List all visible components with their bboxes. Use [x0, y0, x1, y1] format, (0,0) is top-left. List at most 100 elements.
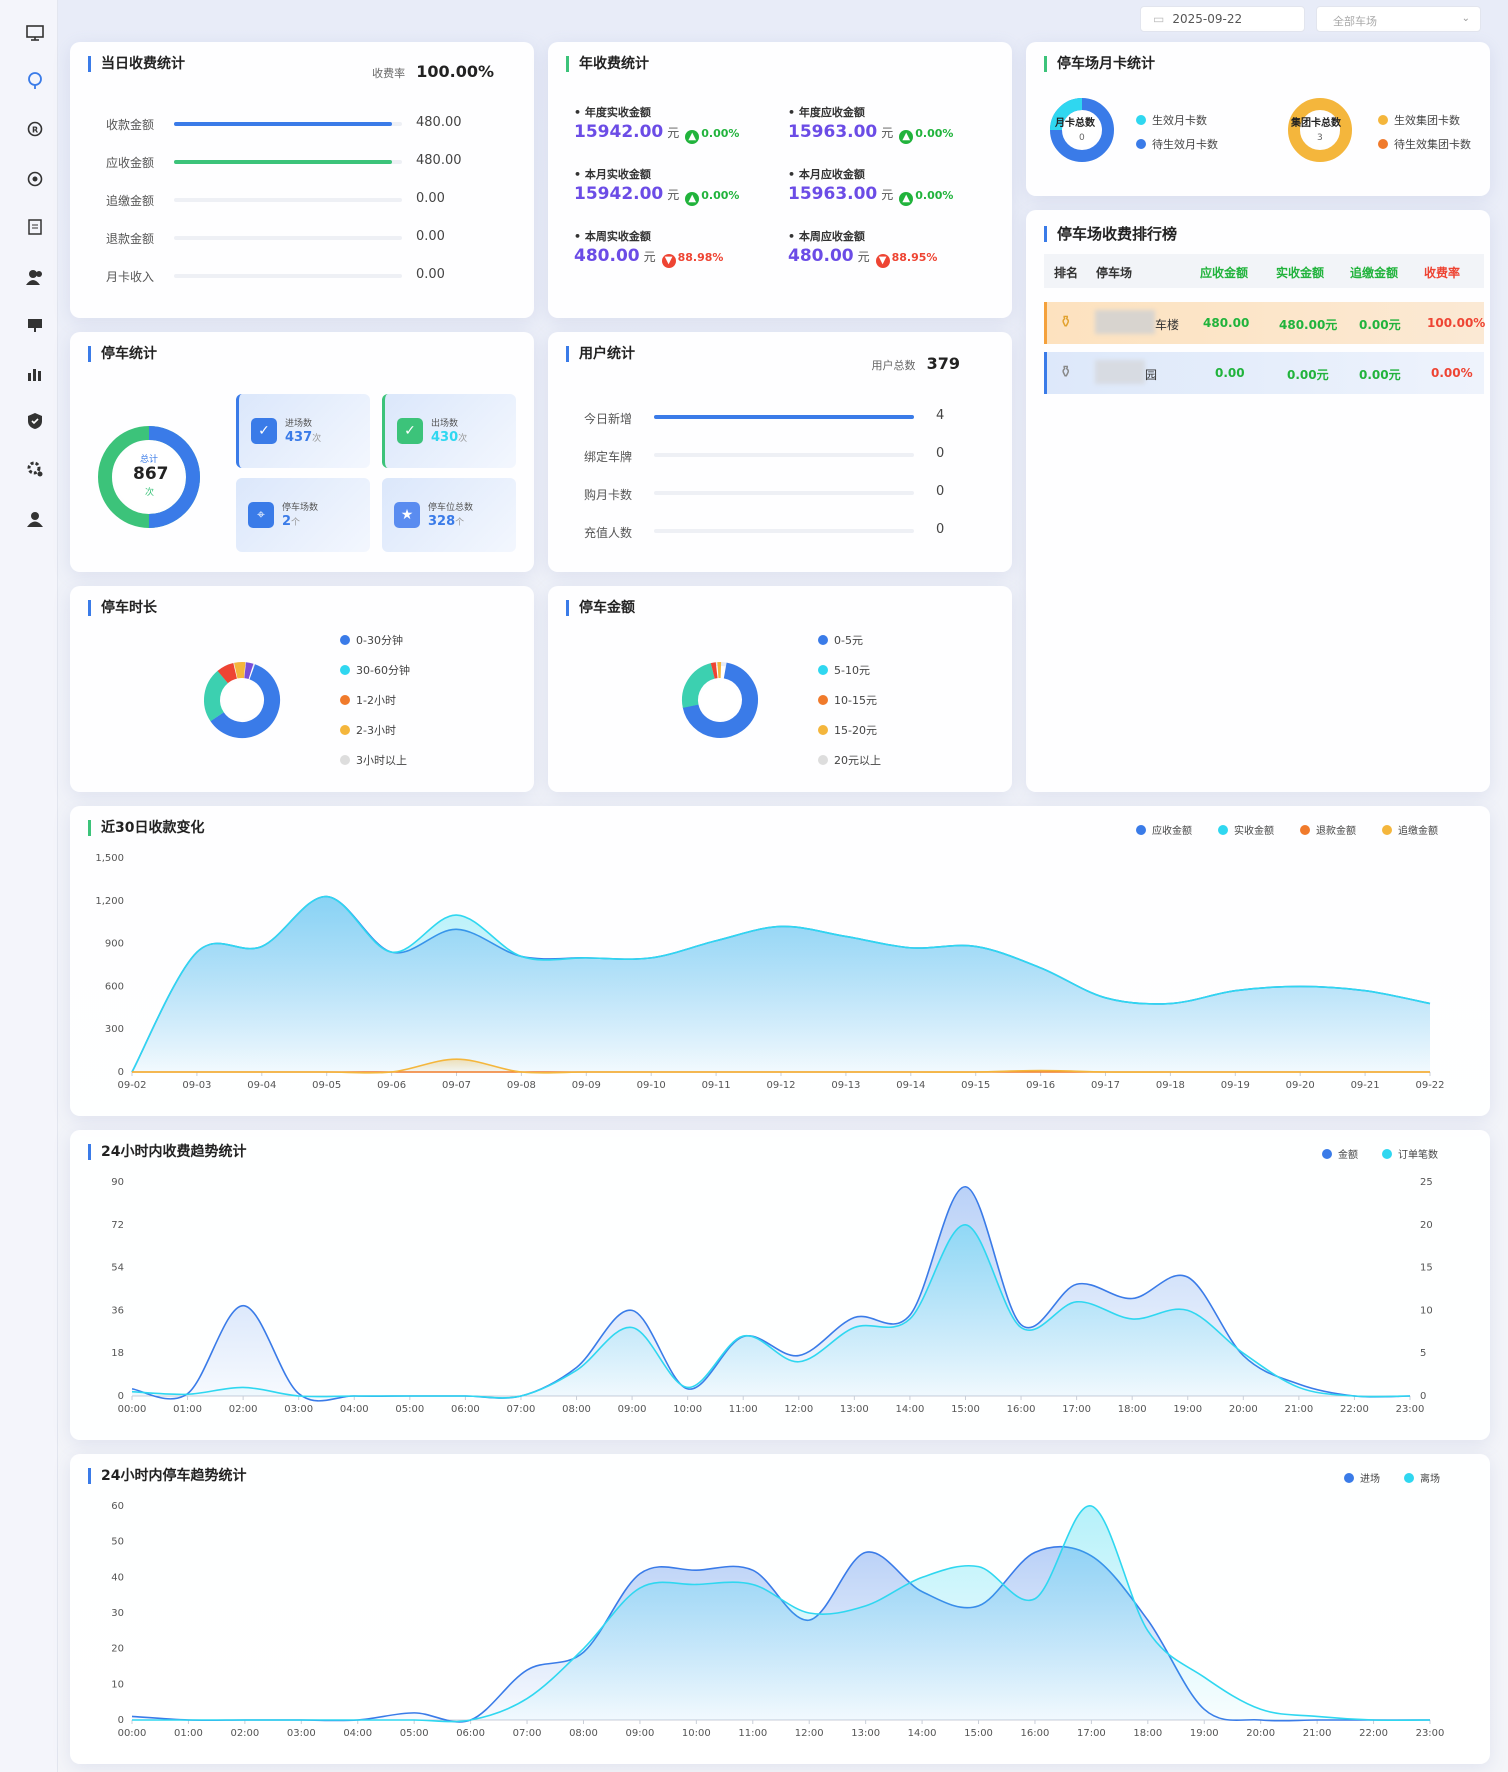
- data-point[interactable]: [1131, 1317, 1134, 1320]
- data-point[interactable]: [1169, 1071, 1172, 1074]
- chart-legend-item[interactable]: 实收金额: [1218, 822, 1274, 837]
- data-point[interactable]: [1429, 1719, 1432, 1722]
- statistics-icon[interactable]: [24, 362, 46, 384]
- data-point[interactable]: [908, 1314, 911, 1317]
- data-point[interactable]: [1297, 1383, 1300, 1386]
- data-point[interactable]: [844, 1071, 847, 1074]
- data-point[interactable]: [260, 1071, 263, 1074]
- data-point[interactable]: [455, 914, 458, 917]
- chart-legend-item[interactable]: 离场: [1404, 1470, 1440, 1485]
- chart-legend-item[interactable]: 追缴金额: [1382, 822, 1438, 837]
- data-point[interactable]: [242, 1386, 245, 1389]
- data-point[interactable]: [1131, 1297, 1134, 1300]
- chart-legend-item[interactable]: 进场: [1344, 1470, 1380, 1485]
- series-line-1[interactable]: [131, 895, 1431, 1073]
- data-point[interactable]: [575, 1366, 578, 1369]
- data-point[interactable]: [585, 956, 588, 959]
- data-point[interactable]: [1242, 1352, 1245, 1355]
- data-point[interactable]: [1259, 1708, 1262, 1711]
- data-point[interactable]: [582, 1647, 585, 1650]
- data-point[interactable]: [908, 1317, 911, 1320]
- data-point[interactable]: [964, 1223, 967, 1226]
- data-point[interactable]: [519, 1395, 522, 1398]
- data-point[interactable]: [780, 1071, 783, 1074]
- data-point[interactable]: [844, 935, 847, 938]
- data-point[interactable]: [520, 955, 523, 958]
- data-point[interactable]: [1033, 1551, 1036, 1554]
- data-point[interactable]: [260, 945, 263, 948]
- data-point[interactable]: [695, 1569, 698, 1572]
- data-point[interactable]: [1039, 1069, 1042, 1072]
- data-point[interactable]: [974, 945, 977, 948]
- data-point[interactable]: [526, 1669, 529, 1672]
- data-point[interactable]: [742, 1335, 745, 1338]
- data-point[interactable]: [1075, 1283, 1078, 1286]
- data-point[interactable]: [631, 1326, 634, 1329]
- users-icon[interactable]: [24, 266, 46, 288]
- data-point[interactable]: [1033, 1597, 1036, 1600]
- ranking-row-2[interactable]: ⚱ 园 0.00 0.00元 0.00元 0.00%: [1044, 352, 1484, 394]
- data-point[interactable]: [977, 1565, 980, 1568]
- settings-icon[interactable]: [24, 458, 46, 480]
- data-point[interactable]: [1146, 1619, 1149, 1622]
- data-point[interactable]: [1234, 989, 1237, 992]
- data-point[interactable]: [1090, 1505, 1093, 1508]
- data-point[interactable]: [243, 1719, 246, 1722]
- data-point[interactable]: [186, 1393, 189, 1396]
- ranking-row-1[interactable]: ⚱ 车楼 480.00 480.00元 0.00元 100.00%: [1044, 302, 1485, 344]
- data-point[interactable]: [1353, 1395, 1356, 1398]
- document-icon[interactable]: [24, 216, 46, 238]
- series-line-0[interactable]: [131, 1185, 1411, 1402]
- data-point[interactable]: [751, 1583, 754, 1586]
- data-point[interactable]: [325, 1071, 328, 1074]
- data-point[interactable]: [1429, 1002, 1432, 1005]
- series-line-1[interactable]: [131, 1223, 1411, 1399]
- data-point[interactable]: [797, 1354, 800, 1357]
- data-point[interactable]: [1146, 1629, 1149, 1632]
- data-point[interactable]: [853, 1316, 856, 1319]
- data-point[interactable]: [297, 1395, 300, 1398]
- data-point[interactable]: [469, 1719, 472, 1722]
- chart-legend-item[interactable]: 金额: [1322, 1146, 1358, 1161]
- data-point[interactable]: [1234, 1071, 1237, 1074]
- data-point[interactable]: [1364, 1071, 1367, 1074]
- account-icon[interactable]: [24, 508, 46, 530]
- data-point[interactable]: [585, 1071, 588, 1074]
- data-point[interactable]: [413, 1719, 416, 1722]
- data-point[interactable]: [695, 1583, 698, 1586]
- data-point[interactable]: [131, 1071, 134, 1074]
- date-picker[interactable]: ▭ 2025-09-22: [1140, 6, 1305, 32]
- data-point[interactable]: [751, 1569, 754, 1572]
- data-point[interactable]: [864, 1551, 867, 1554]
- data-point[interactable]: [638, 1587, 641, 1590]
- billboard-icon[interactable]: [24, 314, 46, 336]
- data-point[interactable]: [242, 1304, 245, 1307]
- data-point[interactable]: [464, 1395, 467, 1398]
- data-point[interactable]: [921, 1576, 924, 1579]
- data-point[interactable]: [631, 1309, 634, 1312]
- monitor-icon[interactable]: [24, 22, 46, 44]
- data-point[interactable]: [1316, 1715, 1319, 1718]
- data-point[interactable]: [715, 1071, 718, 1074]
- data-point[interactable]: [1186, 1309, 1189, 1312]
- data-point[interactable]: [1020, 1326, 1023, 1329]
- data-point[interactable]: [356, 1719, 359, 1722]
- data-point[interactable]: [526, 1697, 529, 1700]
- data-point[interactable]: [715, 939, 718, 942]
- data-point[interactable]: [195, 1071, 198, 1074]
- data-point[interactable]: [1169, 1002, 1172, 1005]
- data-point[interactable]: [1409, 1395, 1412, 1398]
- chart-legend-item[interactable]: 应收金额: [1136, 822, 1192, 837]
- data-point[interactable]: [974, 1071, 977, 1074]
- data-point[interactable]: [1075, 1300, 1078, 1303]
- data-point[interactable]: [909, 1071, 912, 1074]
- data-point[interactable]: [1186, 1276, 1189, 1279]
- data-point[interactable]: [808, 1612, 811, 1615]
- data-point[interactable]: [797, 1360, 800, 1363]
- chart-legend-item[interactable]: 订单笔数: [1382, 1146, 1438, 1161]
- lot-select[interactable]: 全部车场 ⌄: [1316, 6, 1481, 32]
- data-point[interactable]: [1297, 1386, 1300, 1389]
- data-point[interactable]: [353, 1395, 356, 1398]
- data-point[interactable]: [686, 1386, 689, 1389]
- chart-legend-item[interactable]: 退款金额: [1300, 822, 1356, 837]
